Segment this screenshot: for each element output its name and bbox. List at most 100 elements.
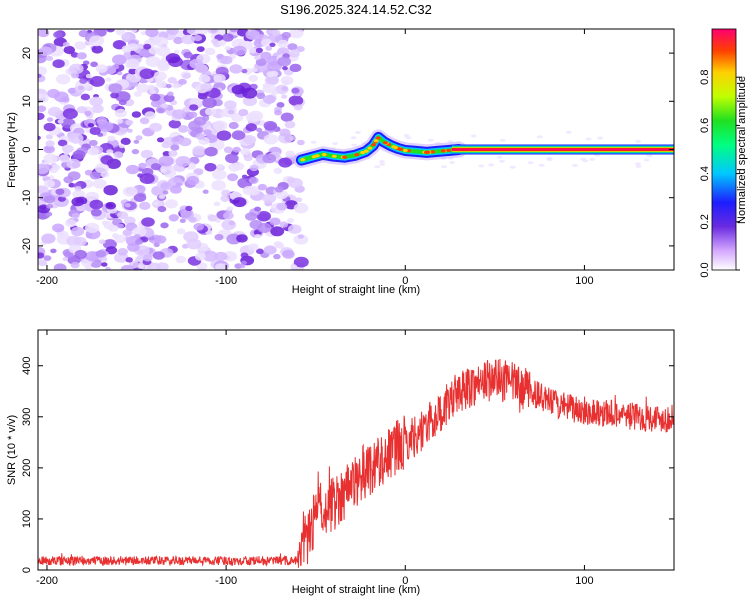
colorbar-tick-label: 0.8 bbox=[699, 70, 711, 85]
noise-blob bbox=[280, 75, 294, 86]
noise-blob bbox=[166, 29, 179, 35]
spectrogram-ytick-label: -20 bbox=[21, 238, 33, 254]
noise-blob bbox=[93, 178, 107, 189]
noise-blob bbox=[156, 137, 165, 143]
noise-blob bbox=[116, 71, 123, 76]
noise-blob bbox=[245, 212, 258, 221]
noise-blob bbox=[50, 248, 57, 254]
noise-blob bbox=[38, 259, 48, 267]
noise-blob bbox=[96, 116, 108, 125]
noise-blob bbox=[85, 251, 100, 262]
noise-blob bbox=[135, 135, 143, 141]
noise-blob bbox=[279, 128, 291, 137]
signal-hotspot bbox=[375, 136, 381, 140]
noise-blob bbox=[263, 120, 277, 131]
noise-blob bbox=[297, 234, 304, 239]
noise-blob bbox=[130, 29, 138, 33]
noise-blob bbox=[236, 234, 248, 243]
noise-blob bbox=[38, 112, 45, 120]
noise-blob bbox=[125, 257, 133, 263]
noise-blob bbox=[65, 219, 77, 228]
snr-xtick-label: -200 bbox=[36, 575, 58, 587]
noise-blob bbox=[214, 251, 228, 261]
noise-blob bbox=[276, 202, 288, 211]
noise-blob bbox=[149, 93, 161, 102]
noise-blob bbox=[127, 128, 133, 133]
noise-blob bbox=[293, 234, 309, 245]
noise-blob bbox=[281, 94, 288, 99]
noise-blob bbox=[255, 47, 263, 54]
noise-speck bbox=[470, 134, 477, 138]
noise-speck bbox=[378, 160, 385, 163]
snr-frame bbox=[37, 329, 675, 571]
spectrogram-ytick-label: 0 bbox=[21, 146, 33, 152]
noise-blob bbox=[186, 29, 196, 34]
noise-blob bbox=[38, 66, 48, 76]
noise-blob bbox=[118, 99, 127, 106]
noise-blob bbox=[265, 46, 273, 51]
noise-blob bbox=[221, 219, 237, 231]
noise-blob bbox=[219, 112, 227, 117]
noise-blob bbox=[147, 84, 156, 91]
noise-blob bbox=[269, 217, 281, 226]
noise-blob bbox=[38, 29, 50, 38]
noise-blob bbox=[188, 111, 198, 118]
noise-blob bbox=[295, 197, 303, 203]
noise-blob bbox=[45, 55, 54, 61]
snr-ticks: -200 -100 0 100 0 100 200 300 400 bbox=[21, 330, 674, 587]
noise-blob bbox=[110, 92, 119, 99]
noise-blob bbox=[277, 39, 289, 48]
noise-blob bbox=[168, 150, 178, 157]
noise-blob bbox=[220, 55, 233, 65]
noise-blob bbox=[38, 73, 42, 78]
snr-xtick-label: 100 bbox=[575, 575, 593, 587]
noise-blob bbox=[193, 223, 204, 231]
noise-blob bbox=[43, 179, 56, 188]
noise-speck bbox=[499, 138, 506, 142]
noise-blob bbox=[270, 226, 285, 237]
noise-blob bbox=[232, 146, 241, 153]
noise-blob bbox=[53, 263, 67, 270]
noise-blob bbox=[286, 218, 294, 224]
noise-blob bbox=[162, 151, 171, 157]
noise-speck bbox=[635, 162, 641, 166]
noise-blob bbox=[240, 252, 249, 258]
noise-blob bbox=[160, 168, 167, 173]
noise-blob bbox=[214, 234, 224, 241]
noise-blob bbox=[227, 173, 239, 182]
noise-blob bbox=[288, 224, 302, 234]
noise-blob bbox=[166, 84, 172, 89]
noise-blob bbox=[138, 162, 147, 169]
noise-blob bbox=[38, 94, 49, 103]
noise-blob bbox=[257, 183, 267, 191]
noise-blob bbox=[68, 182, 75, 188]
noise-blob bbox=[288, 49, 300, 58]
noise-blob bbox=[278, 157, 293, 168]
noise-blob bbox=[225, 153, 239, 164]
colorbar-gradient bbox=[711, 28, 737, 271]
noise-speck bbox=[572, 164, 578, 167]
snr-plot-area bbox=[38, 330, 674, 570]
noise-blob bbox=[186, 175, 200, 186]
noise-blob bbox=[238, 109, 249, 117]
noise-blob bbox=[45, 140, 55, 147]
noise-blob bbox=[213, 73, 226, 83]
noise-blob bbox=[71, 212, 80, 219]
noise-speck bbox=[478, 164, 485, 168]
noise-speck bbox=[405, 136, 412, 140]
noise-blob bbox=[143, 254, 153, 262]
noise-blob bbox=[38, 105, 47, 112]
noise-blob bbox=[74, 85, 86, 93]
noise-blob bbox=[106, 202, 114, 208]
signal-hotspot bbox=[321, 153, 327, 157]
noise-blob bbox=[89, 35, 104, 47]
noise-blob bbox=[43, 145, 55, 154]
figure-title: S196.2025.324.14.52.C32 bbox=[280, 2, 432, 17]
spectrogram-xtick-label: -200 bbox=[36, 275, 58, 287]
noise-blob bbox=[245, 123, 257, 132]
noise-blob bbox=[136, 83, 150, 93]
noise-blob bbox=[138, 50, 148, 57]
noise-blob bbox=[296, 46, 305, 52]
